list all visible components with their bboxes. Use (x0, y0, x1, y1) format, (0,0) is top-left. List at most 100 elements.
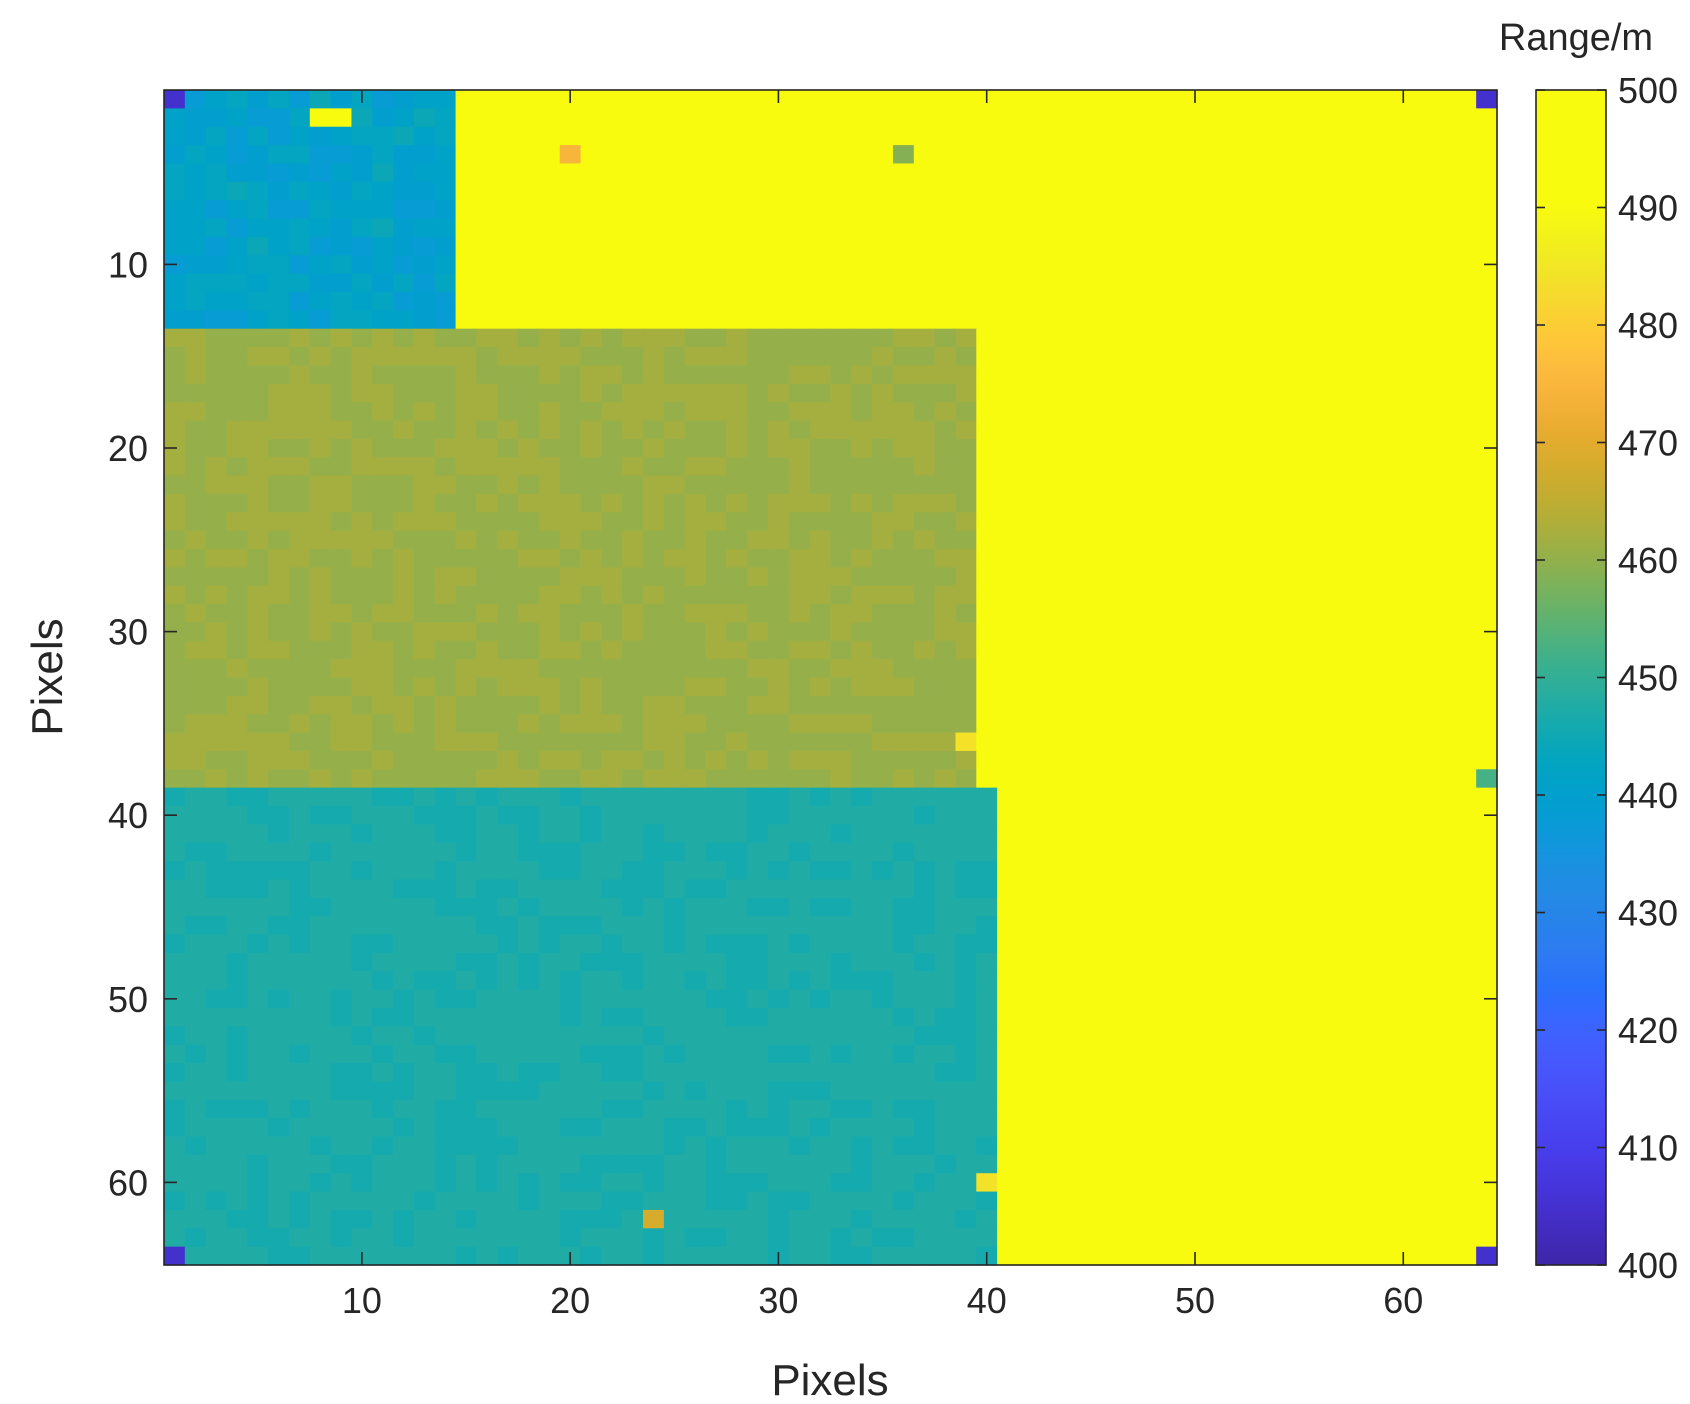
heatmap-cell (1038, 291, 1061, 311)
heatmap-cell (1226, 236, 1248, 256)
heatmap-cell (1101, 1191, 1123, 1211)
heatmap-cell (1309, 787, 1331, 807)
heatmap-cell (1413, 695, 1436, 715)
heatmap-cell (1059, 585, 1082, 605)
heatmap-cell (705, 897, 727, 917)
heatmap-cell (580, 640, 602, 660)
heatmap-cell (872, 714, 894, 734)
heatmap-cell (1017, 971, 1040, 991)
heatmap-cell (726, 181, 748, 201)
heatmap-cell (309, 548, 332, 568)
heatmap-cell (434, 1118, 457, 1138)
heatmap-cell (1476, 200, 1498, 220)
heatmap-cell (601, 824, 623, 844)
heatmap-cell (913, 328, 936, 348)
heatmap-cell (1080, 750, 1102, 770)
heatmap-cell (309, 1246, 332, 1266)
heatmap-cell (330, 347, 353, 366)
heatmap-cell (643, 1007, 665, 1027)
heatmap-cell (663, 1209, 686, 1229)
heatmap-cell (372, 1246, 394, 1266)
heatmap-cell (1142, 1026, 1165, 1046)
heatmap-cell (768, 1063, 790, 1083)
heatmap-cell (1205, 806, 1227, 825)
heatmap-cell (1038, 310, 1061, 330)
heatmap-cell (1059, 879, 1082, 899)
heatmap-cell (622, 512, 644, 532)
heatmap-cell (1122, 934, 1144, 954)
heatmap-cell (538, 677, 561, 697)
heatmap-cell (1226, 383, 1248, 403)
heatmap-cell (226, 714, 248, 734)
heatmap-cell (413, 328, 436, 348)
heatmap-cell (1309, 806, 1331, 825)
heatmap-cell (872, 1154, 894, 1174)
heatmap-cell (1309, 952, 1331, 972)
heatmap-cell (872, 402, 894, 422)
heatmap-cell (1413, 769, 1436, 789)
heatmap-cell (434, 530, 457, 550)
heatmap-cell (1184, 1191, 1207, 1211)
heatmap-cell (1017, 530, 1040, 550)
heatmap-cell (1413, 1007, 1436, 1027)
heatmap-cell (643, 163, 665, 183)
heatmap-cell (330, 677, 353, 697)
heatmap-cell (1434, 1044, 1456, 1064)
heatmap-cell (788, 475, 811, 495)
heatmap-cell (309, 347, 332, 366)
heatmap-cell (684, 897, 707, 917)
heatmap-cell (955, 347, 977, 366)
heatmap-cell (1434, 365, 1456, 385)
heatmap-cell (476, 126, 498, 146)
heatmap-cell (726, 952, 748, 972)
heatmap-cell (1413, 548, 1436, 568)
heatmap-cell (372, 971, 394, 991)
heatmap-cell (497, 897, 519, 917)
heatmap-cell (747, 1191, 769, 1211)
heatmap-cell (476, 273, 498, 293)
heatmap-cell (788, 328, 811, 348)
heatmap-cell (580, 200, 602, 220)
heatmap-cell (1122, 273, 1144, 293)
heatmap-cell (684, 714, 707, 734)
heatmap-cell (747, 365, 769, 385)
heatmap-cell (809, 842, 832, 862)
heatmap-cell (643, 1063, 665, 1083)
heatmap-cell (351, 126, 373, 146)
heatmap-cell (768, 732, 790, 752)
heatmap-cell (1330, 1228, 1352, 1248)
heatmap-cell (268, 1081, 290, 1101)
heatmap-cell (726, 530, 748, 550)
heatmap-cell (497, 438, 519, 458)
heatmap-cell (518, 787, 540, 807)
heatmap-cell (372, 163, 394, 183)
heatmap-cell (768, 1044, 790, 1064)
heatmap-cell (1226, 934, 1248, 954)
heatmap-cell (1455, 383, 1477, 403)
heatmap-cell (1017, 493, 1040, 513)
heatmap-cell (1101, 512, 1123, 532)
heatmap-cell (164, 163, 186, 183)
heatmap-cell (872, 365, 894, 385)
heatmap-cell (997, 1191, 1019, 1211)
heatmap-cell (809, 273, 832, 293)
heatmap-cell (684, 1118, 707, 1138)
heatmap-cell (1351, 200, 1373, 220)
heatmap-cell (955, 548, 977, 568)
heatmap-cell (1038, 420, 1061, 440)
heatmap-cell (1351, 952, 1373, 972)
heatmap-cell (1247, 787, 1269, 807)
heatmap-cell (622, 695, 644, 715)
heatmap-cell (1372, 383, 1394, 403)
heatmap-cell (1267, 181, 1290, 201)
heatmap-cell (330, 255, 353, 275)
heatmap-cell (809, 989, 832, 1009)
heatmap-cell (268, 971, 290, 991)
heatmap-cell (1184, 1099, 1207, 1119)
heatmap-cell (226, 512, 248, 532)
heatmap-cell (559, 1063, 582, 1083)
x-axis-ticks: 10 20 30 40 50 60 (342, 90, 1423, 1321)
heatmap-cell (1205, 897, 1227, 917)
heatmap-cell (1330, 365, 1352, 385)
